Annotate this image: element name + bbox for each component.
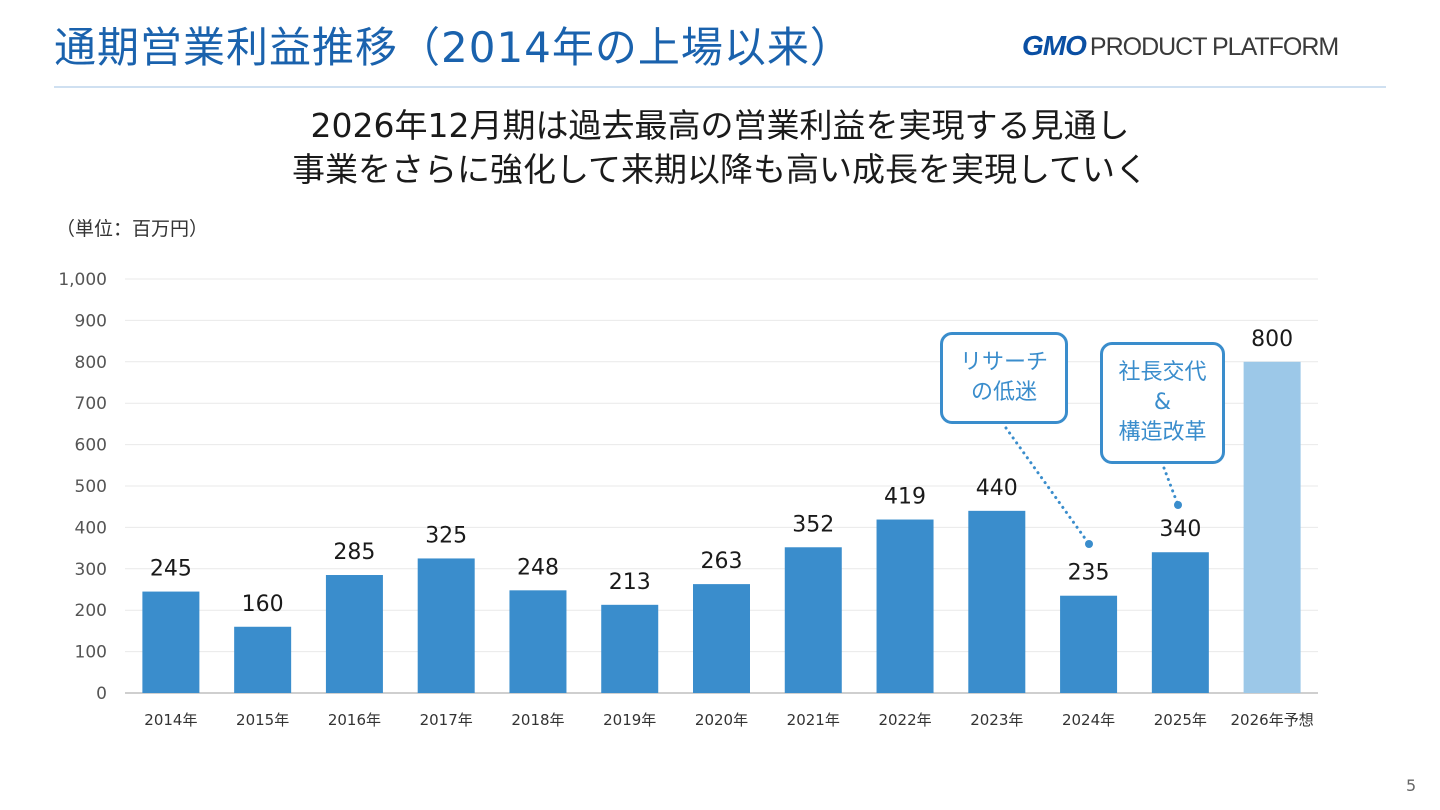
data-label: 419 xyxy=(884,485,926,510)
x-tick-label: 2023年 xyxy=(970,711,1023,729)
y-tick-label: 800 xyxy=(75,353,107,373)
page-number: 5 xyxy=(1406,776,1417,795)
y-tick-label: 700 xyxy=(75,394,107,414)
data-label: 285 xyxy=(333,540,375,565)
y-tick-label: 600 xyxy=(75,436,107,456)
callout-restructure-line-1: 社長交代 xyxy=(1118,360,1207,385)
x-tick-label: 2024年 xyxy=(1062,711,1115,729)
callout-research-decline: リサーチ の低迷 xyxy=(940,332,1068,424)
data-label: 352 xyxy=(792,512,834,537)
callout-restructure-pointer-line xyxy=(1162,466,1180,507)
data-label: 440 xyxy=(976,476,1018,501)
data-label: 340 xyxy=(1159,517,1201,542)
y-tick-label: 1,000 xyxy=(58,270,107,290)
callout-restructure-line-2: & xyxy=(1153,390,1172,415)
x-tick-label: 2025年 xyxy=(1154,711,1207,729)
x-tick-label: 2020年 xyxy=(695,711,748,729)
page-title: 通期営業利益推移（2014年の上場以来） xyxy=(54,23,853,72)
y-tick-label: 900 xyxy=(75,311,107,331)
y-tick-label: 0 xyxy=(96,684,107,704)
bar xyxy=(601,604,659,693)
data-label: 248 xyxy=(517,555,559,580)
y-tick-label: 200 xyxy=(75,601,107,621)
bar xyxy=(1151,552,1209,693)
y-tick-label: 400 xyxy=(75,518,107,538)
x-tick-label: 2018年 xyxy=(511,711,564,729)
x-tick-label: 2015年 xyxy=(236,711,289,729)
headline-line-2: 事業をさらに強化して来期以降も高い成長を実現していく xyxy=(291,150,1149,189)
callout-research-line-1: リサーチ xyxy=(959,350,1048,375)
bar xyxy=(1243,361,1301,693)
x-tick-label: 2019年 xyxy=(603,711,656,729)
bar xyxy=(784,547,842,693)
x-tick-label: 2022年 xyxy=(878,711,931,729)
x-tick-label: 2016年 xyxy=(328,711,381,729)
y-tick-label: 500 xyxy=(75,477,107,497)
y-tick-label: 300 xyxy=(75,560,107,580)
brand-logo-gmo: GMO xyxy=(1022,30,1087,61)
data-label: 800 xyxy=(1251,327,1293,352)
bar xyxy=(1060,595,1118,693)
headline: 2026年12月期は過去最高の営業利益を実現する見通し 事業をさらに強化して来期… xyxy=(0,104,1440,192)
bar xyxy=(509,590,567,693)
bar xyxy=(417,558,475,693)
bar xyxy=(876,519,934,693)
bar xyxy=(693,584,750,693)
data-label: 245 xyxy=(150,557,192,582)
data-label: 325 xyxy=(425,523,467,548)
data-label: 263 xyxy=(701,549,743,574)
callout-research-line-2: の低迷 xyxy=(970,380,1037,405)
unit-note: （単位：百万円） xyxy=(56,218,209,240)
x-tick-label: 2026年予想 xyxy=(1231,711,1314,729)
callout-restructure-pointer-dot xyxy=(1174,501,1182,509)
callout-research-pointer-line xyxy=(1004,426,1091,546)
callout-restructure: 社長交代 & 構造改革 xyxy=(1100,342,1225,464)
brand-logo: GMO PRODUCT PLATFORM xyxy=(1022,30,1339,62)
bar xyxy=(234,626,292,693)
data-label: 160 xyxy=(242,592,284,617)
title-divider xyxy=(54,86,1386,88)
brand-logo-text: PRODUCT PLATFORM xyxy=(1089,33,1339,61)
data-label: 235 xyxy=(1068,561,1110,586)
x-tick-label: 2021年 xyxy=(787,711,840,729)
bar xyxy=(142,591,200,693)
bar xyxy=(968,510,1026,693)
x-tick-label: 2014年 xyxy=(144,711,197,729)
y-tick-label: 100 xyxy=(75,643,107,663)
callout-restructure-line-3: 構造改革 xyxy=(1118,420,1207,445)
x-tick-label: 2017年 xyxy=(420,711,473,729)
bar xyxy=(325,575,383,693)
callout-research-pointer-dot xyxy=(1085,540,1093,548)
headline-line-1: 2026年12月期は過去最高の営業利益を実現する見通し xyxy=(310,106,1130,145)
data-label: 213 xyxy=(609,570,651,595)
